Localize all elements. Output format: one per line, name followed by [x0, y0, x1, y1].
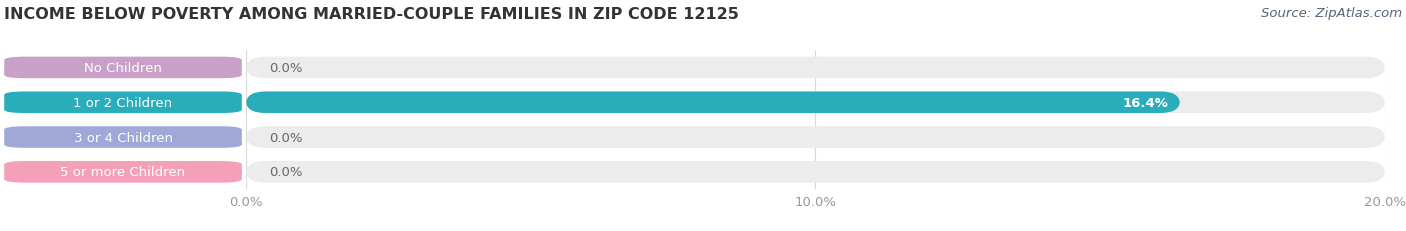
Text: Source: ZipAtlas.com: Source: ZipAtlas.com [1261, 7, 1402, 20]
FancyBboxPatch shape [246, 127, 1385, 148]
Text: INCOME BELOW POVERTY AMONG MARRIED-COUPLE FAMILIES IN ZIP CODE 12125: INCOME BELOW POVERTY AMONG MARRIED-COUPL… [4, 7, 740, 22]
FancyBboxPatch shape [246, 92, 1385, 113]
Text: 0.0%: 0.0% [269, 166, 302, 179]
Text: 1 or 2 Children: 1 or 2 Children [73, 96, 173, 109]
FancyBboxPatch shape [246, 58, 1385, 79]
Text: 0.0%: 0.0% [269, 62, 302, 75]
Text: 0.0%: 0.0% [269, 131, 302, 144]
FancyBboxPatch shape [246, 161, 1385, 183]
FancyBboxPatch shape [246, 92, 1180, 113]
Text: 3 or 4 Children: 3 or 4 Children [73, 131, 173, 144]
Text: 16.4%: 16.4% [1122, 96, 1168, 109]
Text: No Children: No Children [84, 62, 162, 75]
Text: 5 or more Children: 5 or more Children [60, 166, 186, 179]
